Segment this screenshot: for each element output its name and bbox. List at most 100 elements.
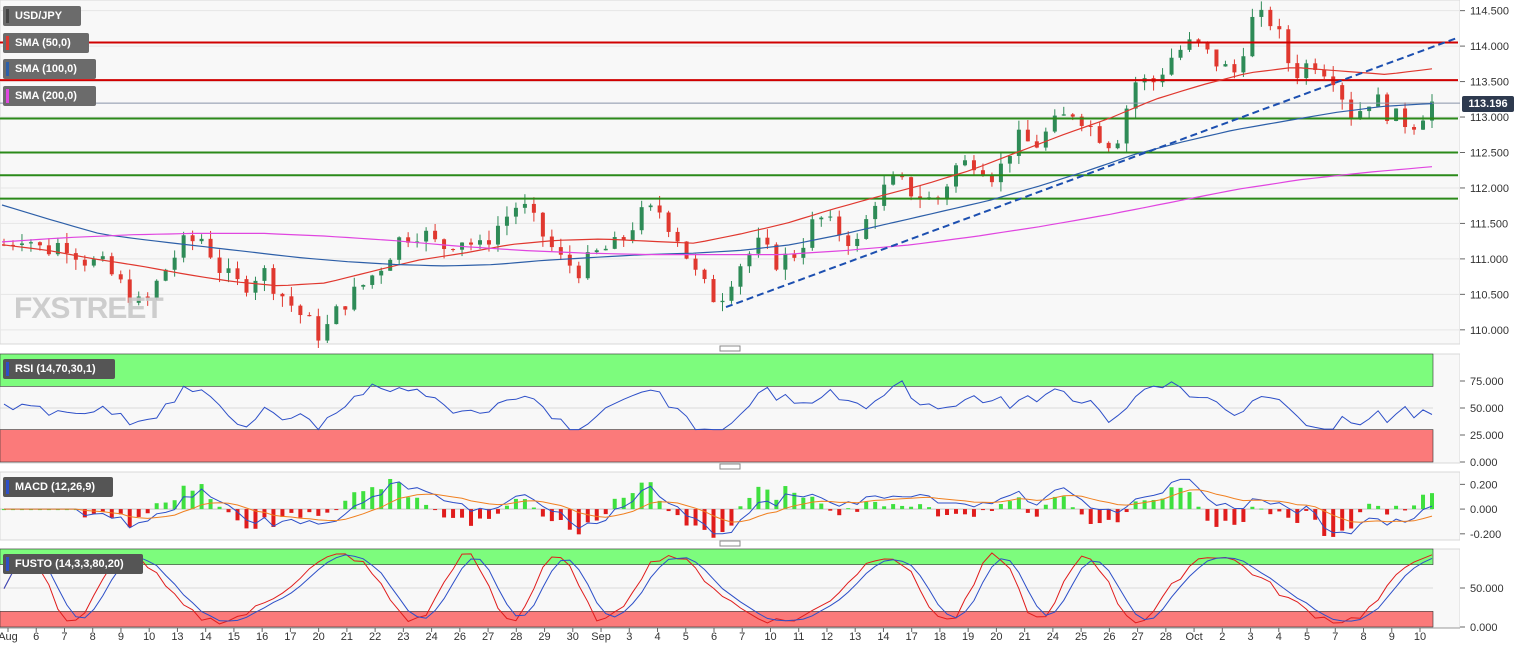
- price-tick-label: 111.500: [1470, 218, 1508, 230]
- price-badge-text: 113.196: [1468, 98, 1508, 110]
- macd-bar: [1133, 501, 1138, 510]
- macd-bar: [1268, 509, 1273, 515]
- fusto-tick-label: 0.000: [1470, 622, 1498, 634]
- candle-body: [783, 253, 788, 270]
- rsi-tick-label: 75.000: [1470, 376, 1504, 388]
- macd-bar: [594, 509, 599, 521]
- macd-bar: [1421, 494, 1426, 510]
- macd-bar: [657, 500, 662, 510]
- macd-bar: [1385, 509, 1390, 515]
- macd-bar: [1412, 505, 1417, 510]
- macd-bar: [729, 509, 734, 526]
- candle-body: [280, 293, 285, 297]
- candle-body: [522, 203, 527, 208]
- candle-body: [397, 237, 402, 260]
- fusto-tag[interactable]: FUSTO (14,3,3,80,20): [3, 554, 143, 574]
- macd-bar: [1295, 509, 1300, 523]
- candle-body: [747, 253, 752, 267]
- candle-body: [46, 245, 51, 255]
- candle-body: [855, 238, 860, 247]
- candle-body: [451, 249, 456, 251]
- x-tick-label: 5: [683, 631, 689, 643]
- macd-bar: [1403, 509, 1408, 511]
- macd-bar: [1259, 508, 1264, 510]
- macd-bar: [603, 509, 608, 515]
- macd-line: [4, 478, 1433, 535]
- sma50-tag[interactable]: SMA (50,0): [3, 33, 89, 53]
- candle-body: [10, 244, 15, 246]
- macd-bar: [1367, 503, 1372, 510]
- macd-bar: [980, 509, 985, 511]
- macd-bar: [1070, 507, 1075, 510]
- x-tick-label: 24: [1047, 631, 1059, 643]
- candle-body: [469, 242, 474, 245]
- macd-bar: [962, 509, 967, 515]
- macd-bar: [1025, 509, 1030, 513]
- candle-body: [900, 176, 905, 178]
- x-tick-label: Aug: [0, 631, 18, 643]
- macd-bar: [585, 509, 590, 523]
- candle-body: [909, 177, 914, 197]
- candle-body: [720, 300, 725, 303]
- macd-bar: [289, 509, 294, 513]
- macd-bar: [576, 509, 581, 535]
- x-tick-label: Sep: [591, 631, 611, 643]
- macd-bar: [648, 482, 653, 510]
- candle-body: [55, 242, 60, 255]
- macd-bar: [693, 509, 698, 526]
- candle-body: [1376, 94, 1381, 107]
- macd-bar: [1178, 487, 1183, 510]
- candle-body: [765, 237, 770, 245]
- macd-bar: [172, 500, 177, 510]
- sma100-tag[interactable]: SMA (100,0): [3, 59, 96, 79]
- sma50-line: [1, 67, 1433, 287]
- rsi-tag[interactable]: RSI (14,70,30,1): [3, 359, 115, 379]
- candle-body: [837, 216, 842, 236]
- x-tick-label: 7: [739, 631, 745, 643]
- macd-bar: [486, 509, 491, 519]
- candle-body: [1232, 64, 1237, 73]
- candle-body: [109, 256, 114, 275]
- candle-body: [1052, 115, 1057, 132]
- macd-bar: [163, 502, 168, 510]
- candle-body: [962, 160, 967, 166]
- candle-body: [1322, 70, 1327, 77]
- candle-body: [1214, 49, 1219, 67]
- candle-body: [1133, 82, 1138, 109]
- macd-tag[interactable]: MACD (12,26,9): [3, 477, 113, 497]
- x-tick-label: 4: [654, 631, 660, 643]
- x-tick-label: 28: [510, 631, 522, 643]
- candle-body: [307, 315, 312, 317]
- candle-body: [289, 296, 294, 306]
- macd-tick-label: 0.200: [1470, 479, 1498, 491]
- macd-bar: [1286, 509, 1291, 518]
- x-tick-label: 28: [1160, 631, 1172, 643]
- macd-bar: [1169, 487, 1174, 510]
- macd-bar: [549, 509, 554, 522]
- x-tick-label: 16: [256, 631, 268, 643]
- x-tick-label: 9: [1389, 631, 1395, 643]
- candle-body: [82, 259, 87, 266]
- price-tick-label: 110.500: [1470, 289, 1509, 301]
- macd-bar: [1151, 499, 1156, 510]
- macd-bar: [1277, 509, 1282, 512]
- candle-body: [540, 212, 545, 237]
- candle-body: [343, 306, 348, 310]
- macd-bar: [451, 509, 456, 518]
- x-tick-label: 5: [1304, 631, 1310, 643]
- x-tick-label: 3: [1247, 631, 1253, 643]
- candle-body: [980, 170, 985, 176]
- macd-bar: [1304, 509, 1309, 511]
- candle-body: [1268, 9, 1273, 27]
- watermark: FXSTREET: [14, 292, 164, 326]
- candle-body: [945, 186, 950, 200]
- macd-bar: [621, 497, 626, 510]
- candle-body: [1385, 94, 1390, 121]
- symbol-label: USD/JPY: [15, 10, 63, 22]
- sma200-tag[interactable]: SMA (200,0): [3, 86, 96, 106]
- candle-body: [792, 253, 797, 258]
- pane-resize-handle: [719, 345, 741, 352]
- candle-body: [1286, 29, 1291, 64]
